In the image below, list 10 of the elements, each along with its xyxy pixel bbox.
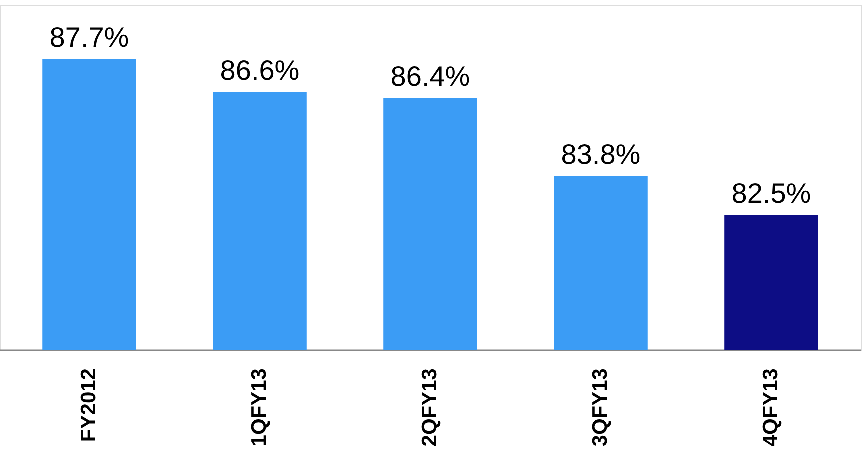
data-label: 83.8% [561, 139, 641, 170]
x-tick-label: 3QFY13 [588, 368, 612, 447]
x-tick-label: 4QFY13 [759, 368, 782, 447]
x-tick-label: 2QFY13 [418, 368, 442, 447]
x-tick-label: 1QFY13 [248, 368, 272, 447]
data-label: 82.5% [732, 178, 812, 209]
data-label: 86.6% [220, 55, 300, 86]
data-label: 87.7% [50, 22, 130, 53]
x-tick-label: FY2012 [78, 368, 101, 442]
data-label: 86.4% [390, 61, 470, 92]
